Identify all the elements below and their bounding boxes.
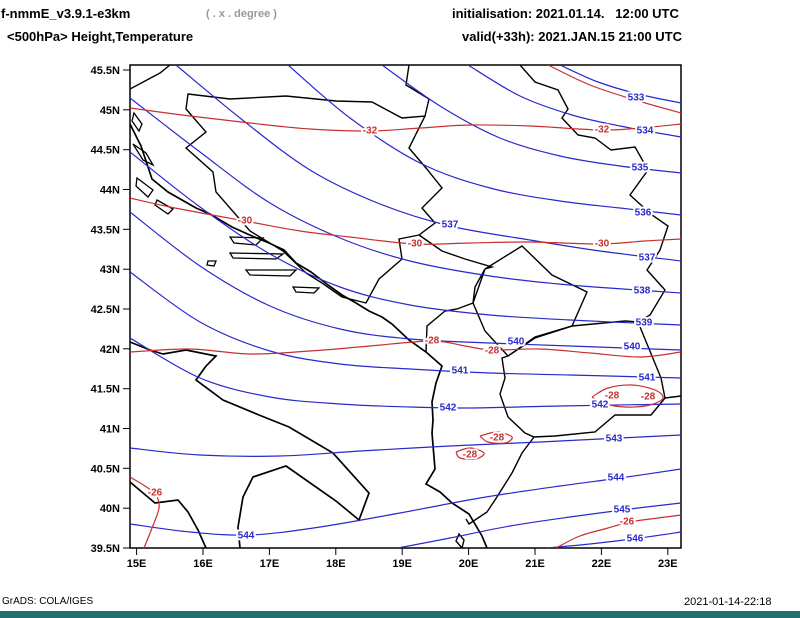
svg-text:16E: 16E (193, 558, 213, 570)
svg-text:-28: -28 (485, 346, 500, 357)
svg-text:41.5N: 41.5N (91, 384, 120, 396)
svg-text:-28: -28 (463, 450, 478, 461)
svg-text:541: 541 (452, 366, 469, 377)
plot-subtitle: <500hPa> Height,Temperature (7, 29, 194, 44)
svg-text:42.5N: 42.5N (91, 304, 120, 316)
svg-text:-26: -26 (148, 488, 163, 499)
creation-timestamp: 2021-01-14-22:18 (684, 596, 772, 608)
valid-time-label: valid(+33h): 2021.JAN.15 21:00 UTC (462, 29, 683, 44)
svg-text:542: 542 (592, 400, 609, 411)
svg-text:540: 540 (624, 342, 641, 353)
svg-text:45N: 45N (100, 105, 120, 117)
svg-text:18E: 18E (326, 558, 346, 570)
national-borders (130, 65, 681, 548)
svg-text:543: 543 (606, 434, 623, 445)
svg-text:544: 544 (238, 531, 255, 542)
italy-coastline (130, 341, 370, 548)
svg-text:21E: 21E (525, 558, 545, 570)
svg-text:19E: 19E (392, 558, 412, 570)
svg-text:544: 544 (608, 473, 625, 484)
coastlines-borders (130, 65, 681, 548)
contour-labels: 533 534 535 536 537 537 538 539 540 540 541 541 542 5… (146, 91, 658, 547)
svg-text:-28: -28 (605, 391, 620, 402)
initialisation-label: initialisation: 2021.01.14. 12:00 UTC (452, 6, 679, 21)
svg-text:44.5N: 44.5N (91, 145, 120, 157)
svg-text:-28: -28 (641, 392, 656, 403)
svg-text:538: 538 (634, 286, 651, 297)
svg-text:-32: -32 (595, 125, 610, 136)
svg-text:44N: 44N (100, 185, 120, 197)
svg-text:535: 535 (632, 163, 649, 174)
resolution-note: ( . x . degree ) (206, 8, 277, 20)
plot-frame (129, 64, 682, 549)
model-title: f-nmmE_v3.9.1-e3km (1, 6, 131, 21)
svg-text:533: 533 (628, 93, 645, 104)
svg-text:-30: -30 (408, 239, 423, 250)
svg-text:-28: -28 (490, 433, 505, 444)
svg-text:537: 537 (639, 253, 656, 264)
svg-text:39.5N: 39.5N (91, 543, 120, 555)
svg-text:541: 541 (639, 373, 656, 384)
svg-text:20E: 20E (459, 558, 479, 570)
temperature-contours (130, 65, 681, 548)
svg-text:41N: 41N (100, 424, 120, 436)
bottom-bar (0, 611, 800, 618)
grads-credit: GrADS: COLA/IGES (2, 596, 94, 607)
axis-labels: 45.5N 45N 44.5N 44N 43.5N 43N 42.5N 42N 41.5N 41N… (91, 65, 678, 570)
svg-text:-30: -30 (595, 239, 610, 250)
svg-text:40N: 40N (100, 503, 120, 515)
svg-text:42N: 42N (100, 344, 120, 356)
svg-text:-32: -32 (363, 126, 378, 137)
svg-text:-26: -26 (620, 517, 635, 528)
svg-text:45.5N: 45.5N (91, 65, 120, 77)
svg-text:534: 534 (637, 126, 654, 137)
svg-text:537: 537 (442, 220, 459, 231)
svg-text:-30: -30 (238, 216, 253, 227)
svg-text:15E: 15E (127, 558, 147, 570)
svg-text:542: 542 (440, 403, 457, 414)
svg-text:545: 545 (614, 505, 631, 516)
svg-text:43N: 43N (100, 264, 120, 276)
svg-text:539: 539 (636, 318, 653, 329)
svg-text:17E: 17E (260, 558, 280, 570)
svg-text:546: 546 (627, 534, 644, 545)
svg-text:22E: 22E (592, 558, 612, 570)
svg-text:43.5N: 43.5N (91, 224, 120, 236)
svg-text:540: 540 (508, 337, 525, 348)
svg-text:-28: -28 (425, 336, 440, 347)
height-contours (130, 65, 681, 548)
svg-text:536: 536 (635, 208, 652, 219)
svg-text:23E: 23E (658, 558, 678, 570)
svg-text:40.5N: 40.5N (91, 463, 120, 475)
